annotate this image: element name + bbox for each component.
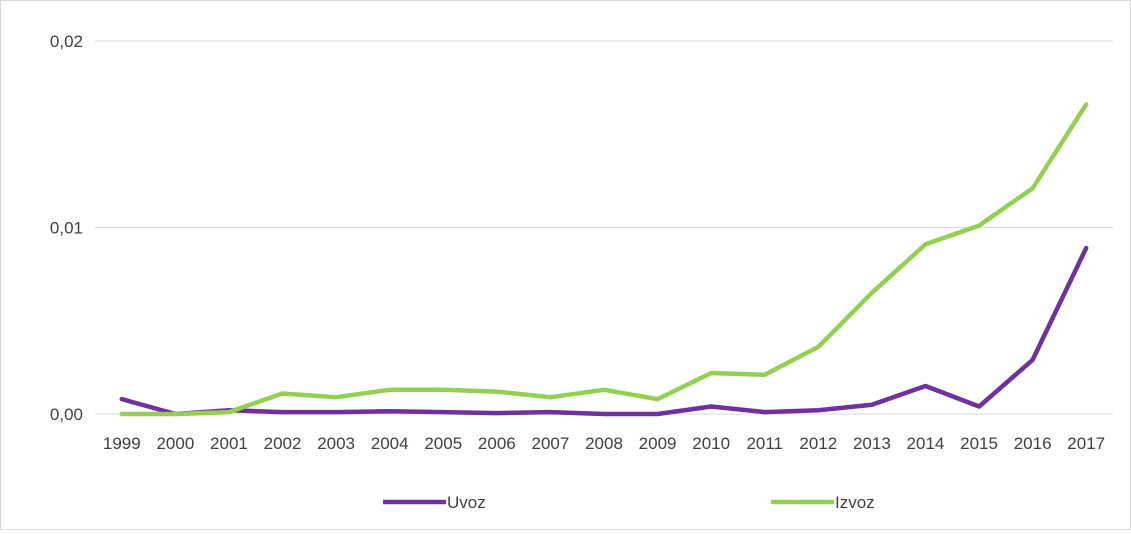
y-tick-label: 0,01 xyxy=(50,219,83,238)
legend: Uvoz Izvoz xyxy=(383,493,875,512)
x-tick-label: 2006 xyxy=(478,434,516,453)
x-tick-label: 2004 xyxy=(371,434,409,453)
x-tick-label: 2010 xyxy=(692,434,730,453)
x-tick-label: 2000 xyxy=(156,434,194,453)
x-tick-label: 2015 xyxy=(960,434,998,453)
x-tick-label: 2017 xyxy=(1067,434,1105,453)
x-tick-label: 2012 xyxy=(799,434,837,453)
x-tick-label: 2002 xyxy=(264,434,302,453)
x-tick-label: 2009 xyxy=(639,434,677,453)
x-tick-label: 2008 xyxy=(585,434,623,453)
gridlines xyxy=(95,40,1113,415)
x-tick-label: 2003 xyxy=(317,434,355,453)
legend-label-uvoz: Uvoz xyxy=(447,493,486,512)
y-tick-label: 0,02 xyxy=(50,32,83,51)
x-tick-label: 2014 xyxy=(907,434,945,453)
series-line-izvoz xyxy=(119,102,1089,417)
x-tick-label: 2005 xyxy=(424,434,462,453)
x-tick-labels: 1999 2000 2001 2002 2003 2004 2005 2006 2007 2008… xyxy=(103,434,1105,453)
x-tick-label: 2001 xyxy=(210,434,248,453)
y-tick-labels: 0,00 0,01 0,02 xyxy=(50,32,83,424)
x-tick-label: 2011 xyxy=(746,434,783,453)
y-tick-label: 0,00 xyxy=(50,405,83,424)
legend-label-izvoz: Izvoz xyxy=(835,493,875,512)
x-tick-label: 2016 xyxy=(1014,434,1052,453)
series-lines xyxy=(119,102,1089,417)
x-tick-label: 2007 xyxy=(532,434,570,453)
x-tick-label: 2013 xyxy=(853,434,891,453)
series-line-uvoz xyxy=(119,245,1089,417)
x-tick-label: 1999 xyxy=(103,434,141,453)
